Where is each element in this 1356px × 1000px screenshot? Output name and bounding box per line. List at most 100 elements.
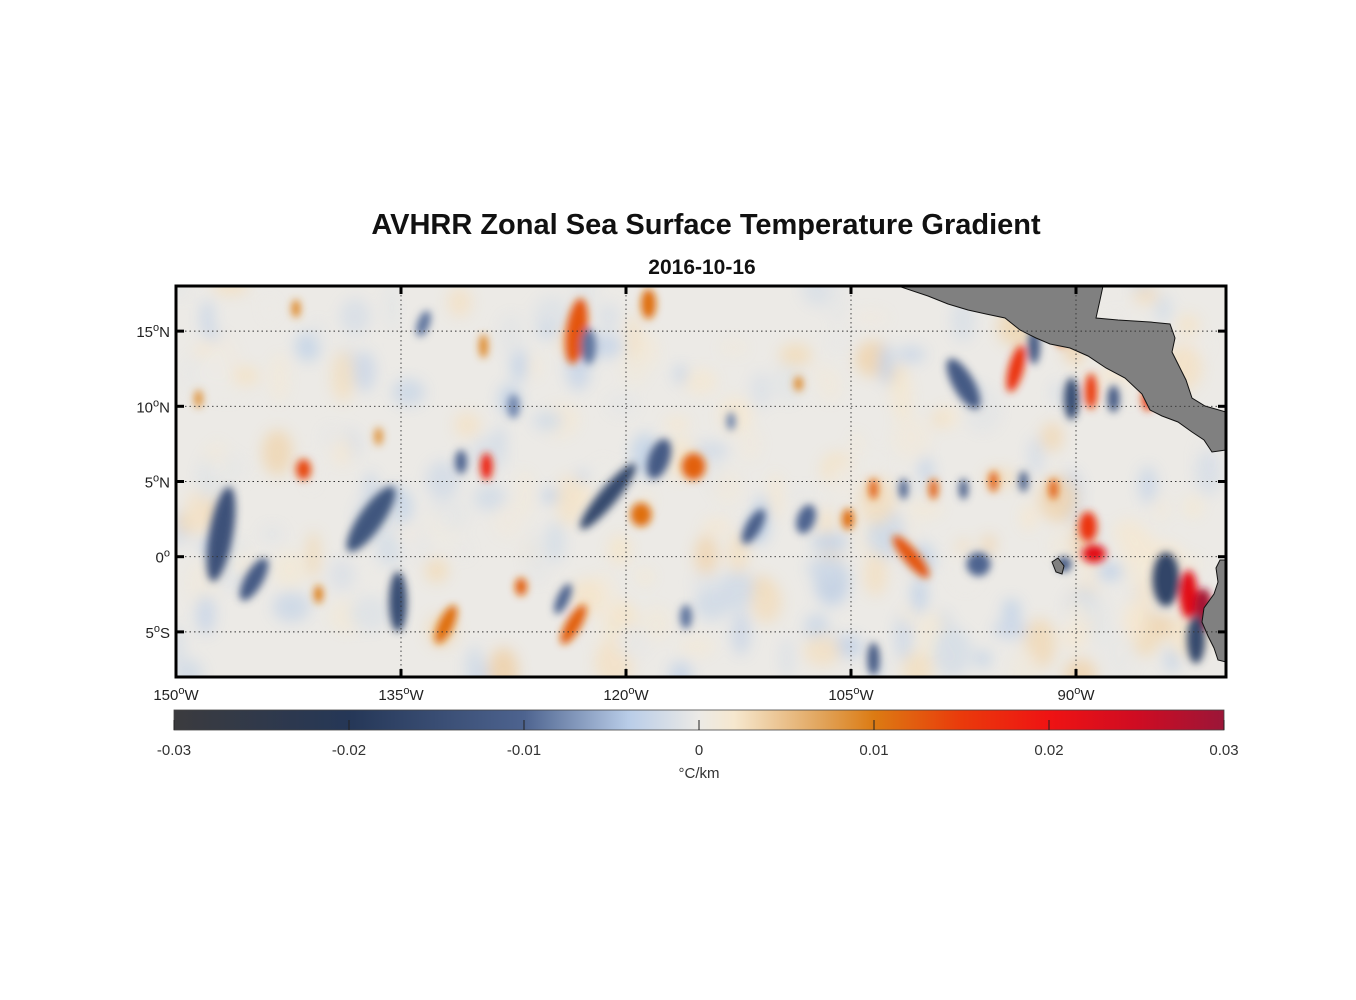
texture-blob [176,624,185,668]
texture-blob [438,496,470,531]
texture-blob [328,558,356,592]
texture-blob [932,410,945,428]
texture-blob [465,646,485,677]
gradient-feature [869,478,878,500]
texture-blob [1138,466,1157,504]
lon-tick-label: 150oW [153,685,199,704]
gradient-feature [681,453,706,480]
gradient-feature [480,453,493,480]
texture-blob [331,350,355,402]
gradient-feature [899,478,908,500]
texture-blob [269,352,290,403]
texture-blob [712,470,743,505]
gradient-feature [1187,615,1205,664]
texture-blob [828,286,847,325]
gradient-feature [796,504,816,534]
texture-blob [537,321,557,340]
texture-blob [355,560,396,586]
land-south-america [1201,559,1226,663]
texture-blob [200,299,214,337]
texture-blob [738,426,762,462]
texture-blob [608,533,632,565]
texture-blob [779,343,812,367]
texture-blob [349,595,390,632]
texture-blob [1028,436,1043,476]
texture-blob [768,472,783,521]
texture-blob [664,415,691,433]
lon-tick-labels: 150oW 135oW 120oW 105oW 90oW [153,685,1095,704]
gradient-feature [291,299,301,318]
gradient-feature [479,334,488,359]
texture-blob [272,591,311,623]
colorbar-tick-label: 0.01 [859,742,888,759]
texture-blob [863,552,888,596]
texture-blob [718,339,749,356]
texture-blob [532,410,563,432]
gradient-feature [1064,377,1079,420]
gradient-feature [959,478,968,500]
texture-blob [311,318,325,345]
gradient-feature [630,502,652,527]
texture-blob [891,374,913,422]
gradient-feature [966,552,991,577]
gradient-feature [989,471,998,492]
gradient-feature [389,571,407,632]
gradient-feature [346,486,396,552]
lon-tick-label: 135oW [378,685,424,704]
texture-blob [493,502,523,539]
colorbar-tick-label: 0 [695,742,703,759]
gradient-feature [1079,511,1097,542]
texture-blob [780,636,794,677]
texture-blob [627,312,640,362]
gradient-feature [741,509,766,544]
land-central-america [897,286,1226,453]
gradient-feature [946,358,981,410]
colorbar-tick-label: -0.03 [157,742,191,759]
texture-blob [786,487,815,504]
figure-subtitle: 2016-10-16 [648,256,755,279]
texture-blob [879,344,893,385]
gradient-feature [1006,345,1026,392]
gradient-feature [1085,373,1097,410]
lat-tick-label: 0o [156,548,170,567]
texture-blob [1020,503,1037,532]
texture-blob [1048,530,1070,562]
texture-blob [259,524,285,544]
land-masses [897,286,1226,663]
colorbar-ticks: -0.03 -0.02 -0.01 0 0.01 0.02 0.03 [157,720,1239,759]
texture-blob [570,578,603,616]
texture-blob [454,412,481,438]
texture-blob [683,368,718,396]
gradient-feature [842,508,854,530]
texture-blob [700,517,732,535]
gradient-feature [726,412,736,431]
texture-blob [1040,422,1064,452]
texture-blob [691,573,725,591]
colorbar: -0.03 -0.02 -0.01 0 0.01 0.02 0.03 °C/km [157,709,1239,782]
gradient-feature [1107,385,1120,413]
texture-blob [851,309,890,326]
texture-blob [932,627,972,677]
texture-blob [262,429,293,476]
gradient-feature [580,463,636,530]
texture-blob [556,475,583,527]
texture-blob [493,426,507,451]
texture-blob [606,392,639,417]
texture-blob [176,286,188,301]
texture-blob [1183,495,1203,519]
gradient-features [194,289,1213,676]
gradient-feature [1179,570,1198,619]
colorbar-tick-label: 0.03 [1209,742,1238,759]
gradient-feature [314,585,323,604]
gradient-feature [296,459,311,480]
gradient-feature [239,558,269,601]
texture-blob [340,298,371,335]
texture-blob [749,371,773,409]
texture-blob [1121,563,1157,582]
lat-tick-label: 10oN [136,397,170,416]
texture-blob [810,532,850,552]
texture-blob [806,557,844,580]
texture-blob [1123,599,1145,641]
map-panel [176,286,1226,677]
texture-blob [1152,496,1170,522]
